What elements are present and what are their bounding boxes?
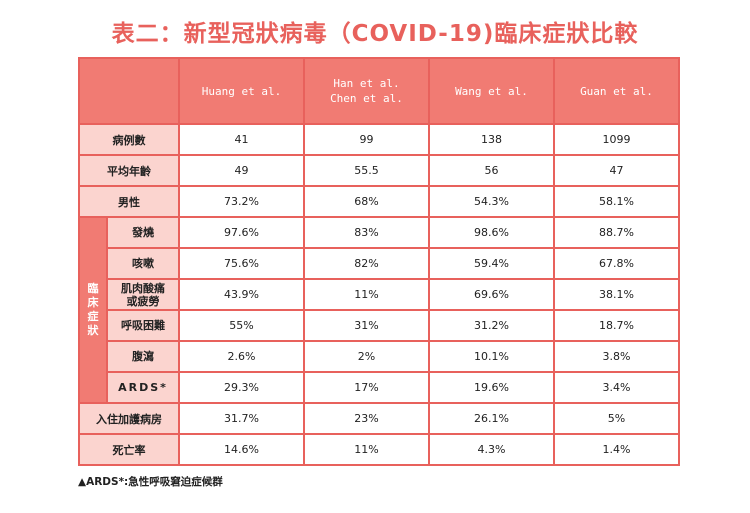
table-row: 咳嗽 75.6% 82% 59.4% 67.8% — [79, 247, 680, 280]
table-cell: 29.3% — [178, 371, 305, 404]
table-cell: 4.3% — [428, 433, 555, 466]
table-cell: 17% — [303, 371, 430, 404]
table-cell: 54.3% — [428, 185, 555, 218]
table-row: 平均年齡 49 55.5 56 47 — [78, 154, 680, 187]
row-label-male: 男性 — [78, 185, 180, 218]
table-row: 臨床症狀 發燒 97.6% 83% 98.6% 88.7% — [78, 216, 680, 404]
table-cell: 83% — [303, 216, 430, 249]
row-label-cough: 咳嗽 — [106, 247, 180, 280]
table-row: 入住加護病房 31.7% 23% 26.1% 5% — [78, 402, 680, 435]
table-cell: 56 — [428, 154, 555, 187]
row-label-fever: 發燒 — [106, 216, 180, 249]
table-cell: 5% — [553, 402, 680, 435]
table-cell: 10.1% — [428, 340, 555, 373]
table-cell: 82% — [303, 247, 430, 280]
table-row: 男性 73.2% 68% 54.3% 58.1% — [78, 185, 680, 218]
row-label-dyspnea: 呼吸困難 — [106, 309, 180, 342]
table-cell: 1099 — [553, 123, 680, 156]
row-label-age: 平均年齡 — [78, 154, 180, 187]
clinical-group-label: 臨床症狀 — [78, 216, 108, 404]
table-cell: 1.4% — [553, 433, 680, 466]
table-cell: 2% — [303, 340, 430, 373]
table-cell: 58.1% — [553, 185, 680, 218]
table-cell: 43.9% — [178, 278, 305, 311]
header-wang: Wang et al. — [428, 57, 555, 125]
table-cell: 31.7% — [178, 402, 305, 435]
table-cell: 3.4% — [553, 371, 680, 404]
row-label-ards: ARDS* — [106, 371, 180, 404]
table-cell: 31% — [303, 309, 430, 342]
table-cell: 138 — [428, 123, 555, 156]
table-cell: 26.1% — [428, 402, 555, 435]
table-cell: 18.7% — [553, 309, 680, 342]
table-cell: 88.7% — [553, 216, 680, 249]
table-cell: 75.6% — [178, 247, 305, 280]
table-row: 肌肉酸痛 或疲勞 43.9% 11% 69.6% 38.1% — [79, 278, 680, 311]
header-huang: Huang et al. — [178, 57, 305, 125]
table-cell: 67.8% — [553, 247, 680, 280]
table-cell: 99 — [303, 123, 430, 156]
table-row: 病例數 41 99 138 1099 — [78, 123, 680, 156]
header-corner — [78, 57, 180, 125]
page-title: 表二：新型冠狀病毒（COVID-19)臨床症狀比較 — [111, 21, 639, 47]
table-cell: 38.1% — [553, 278, 680, 311]
table-cell: 11% — [303, 433, 430, 466]
table-cell: 47 — [553, 154, 680, 187]
footnote: ▲ARDS*:急性呼吸窘迫症候群 — [78, 476, 223, 488]
table-cell: 59.4% — [428, 247, 555, 280]
table-cell: 23% — [303, 402, 430, 435]
row-label-diarrhea: 腹瀉 — [106, 340, 180, 373]
row-label-myalgia: 肌肉酸痛 或疲勞 — [106, 278, 180, 311]
table-row: 死亡率 14.6% 11% 4.3% 1.4% — [78, 433, 680, 466]
table-cell: 73.2% — [178, 185, 305, 218]
row-label-cases: 病例數 — [78, 123, 180, 156]
table-row: 腹瀉 2.6% 2% 10.1% 3.8% — [79, 340, 680, 373]
table-cell: 3.8% — [553, 340, 680, 373]
table-cell: 49 — [178, 154, 305, 187]
table-cell: 55.5 — [303, 154, 430, 187]
table-cell: 68% — [303, 185, 430, 218]
table-cell: 41 — [178, 123, 305, 156]
table-cell: 69.6% — [428, 278, 555, 311]
table-row: ARDS* 29.3% 17% 19.6% 3.4% — [79, 371, 680, 404]
table-header-row: Huang et al. Han et al. Chen et al. Wang … — [78, 57, 680, 125]
table-cell: 11% — [303, 278, 430, 311]
table-cell: 19.6% — [428, 371, 555, 404]
table-cell: 2.6% — [178, 340, 305, 373]
comparison-table: Huang et al. Han et al. Chen et al. Wang … — [78, 57, 680, 466]
header-han-chen: Han et al. Chen et al. — [303, 57, 430, 125]
row-label-death: 死亡率 — [78, 433, 180, 466]
header-guan: Guan et al. — [553, 57, 680, 125]
table-cell: 97.6% — [178, 216, 305, 249]
table-cell: 55% — [178, 309, 305, 342]
table-cell: 14.6% — [178, 433, 305, 466]
row-label-icu: 入住加護病房 — [78, 402, 180, 435]
table-row: 呼吸困難 55% 31% 31.2% 18.7% — [79, 309, 680, 342]
table-cell: 98.6% — [428, 216, 555, 249]
table-cell: 31.2% — [428, 309, 555, 342]
